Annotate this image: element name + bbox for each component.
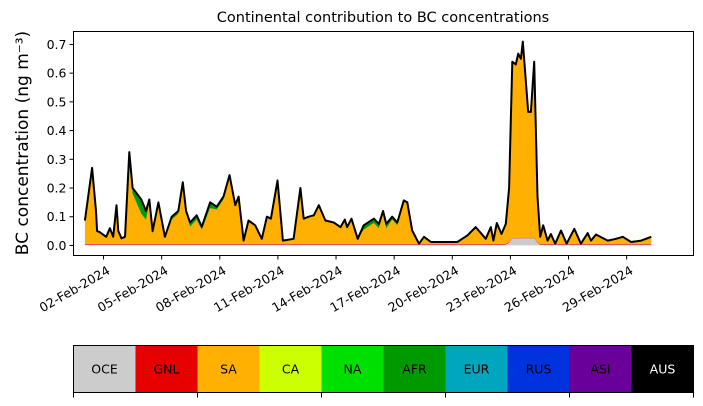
y-tick-label: 0.5 [47, 94, 67, 109]
legend-swatch-eur [445, 345, 508, 393]
plot-area [83, 40, 652, 246]
y-tick-label: 0.4 [47, 123, 67, 138]
colorbar-frame [73, 345, 694, 393]
legend-label: RUS [526, 362, 552, 377]
legend-swatch-afr [383, 345, 446, 393]
legend-label: EUR [464, 362, 490, 377]
y-axis: 0.0 0.1 0.2 0.3 0.4 0.5 0.6 0.7 [47, 37, 74, 253]
total-line [83, 40, 652, 245]
legend-label: CA [282, 362, 300, 377]
y-axis-label: BC concentration (ng m⁻³) [13, 31, 33, 255]
legend-swatch-ca [259, 345, 322, 393]
legend-label: SA [220, 362, 237, 377]
area-afr [84, 41, 652, 244]
legend-swatch-gnl [135, 345, 198, 393]
axes-frame [73, 31, 694, 256]
area-sa [84, 41, 652, 244]
legend-label: AUS [650, 362, 676, 377]
y-tick-label: 0.0 [47, 238, 67, 253]
y-tick-label: 0.2 [47, 181, 67, 196]
legend-swatch-asi [569, 345, 632, 393]
legend-label: AFR [402, 362, 427, 377]
legend-label: ASI [590, 362, 610, 377]
legend-swatch-rus [507, 345, 570, 393]
legend-label: OCE [91, 362, 118, 377]
region-colorbar-legend: OCE GNL SA CA NA AFR EUR RUS ASI AUS [73, 345, 694, 398]
y-tick-label: 0.7 [47, 37, 67, 52]
legend-label: GNL [153, 362, 179, 377]
x-axis: 02-Feb-202405-Feb-202408-Feb-202411-Feb-… [37, 255, 636, 315]
y-tick-label: 0.1 [47, 209, 67, 224]
area-oce [84, 238, 652, 246]
y-tick-label: 0.3 [47, 152, 67, 167]
y-tick-label: 0.6 [47, 66, 67, 81]
legend-swatch-na [321, 345, 384, 393]
legend-swatch-oce [73, 345, 136, 393]
legend-swatch-aus [631, 345, 694, 393]
legend-swatch-sa [197, 345, 260, 393]
legend-label: NA [344, 362, 362, 377]
chart-title: Continental contribution to BC concentra… [217, 10, 549, 26]
